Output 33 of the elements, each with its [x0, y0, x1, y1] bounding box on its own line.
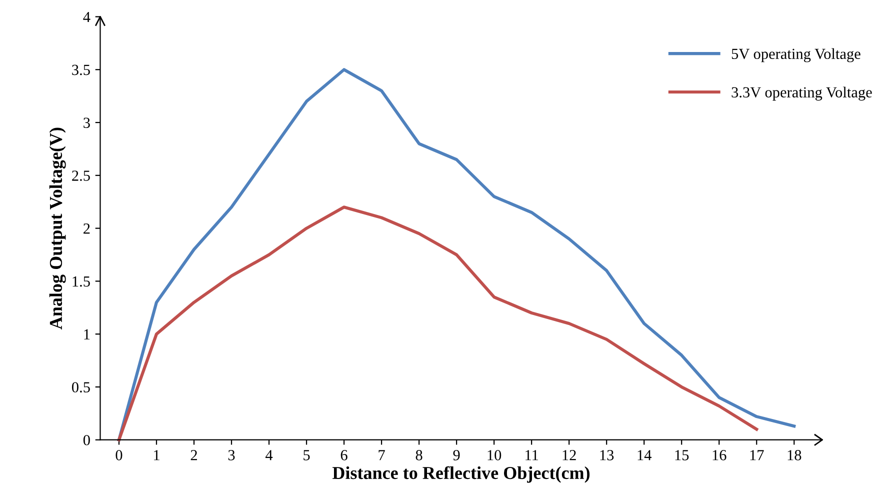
x-tick-label: 10 — [488, 450, 502, 460]
y-tick-label: 4 — [83, 12, 90, 22]
x-tick-label: 4 — [265, 450, 273, 460]
x-tick-label: 0 — [116, 450, 122, 460]
y-tick-label: 1.5 — [72, 276, 90, 287]
legend-label: 3.3V operating Voltage — [732, 86, 872, 101]
x-tick-label: 12 — [562, 450, 576, 460]
y-tick-label: 3.5 — [72, 64, 90, 76]
y-axis-title: Analog Output Voltage(V) — [49, 128, 66, 330]
x-tick-label: 3 — [228, 450, 235, 460]
x-tick-label: 7 — [378, 450, 385, 460]
x-tick-label: 2 — [190, 450, 197, 460]
x-tick-label: 9 — [453, 450, 460, 460]
x-tick-label: 14 — [638, 450, 652, 460]
y-tick-label: 0 — [83, 434, 90, 446]
x-tick-label: 8 — [416, 450, 422, 460]
x-tick-label: 11 — [526, 450, 538, 460]
legend-label: 5V operating Voltage — [732, 48, 860, 62]
x-tick-label: 5 — [304, 450, 310, 460]
y-tick-label: 2.5 — [72, 170, 90, 181]
x-tick-label: 15 — [675, 450, 689, 460]
x-tick-label: 13 — [600, 450, 614, 460]
y-tick-label: 3 — [84, 118, 90, 128]
y-tick-label: 2 — [84, 223, 90, 234]
x-axis-title: Distance to Reflective Object(cm) — [332, 466, 590, 483]
x-tick-label: 17 — [750, 450, 764, 460]
y-tick-label: 1 — [84, 329, 90, 340]
x-tick-label: 16 — [712, 450, 726, 460]
y-tick-label: 0.5 — [72, 382, 90, 392]
x-tick-label: 6 — [340, 450, 348, 460]
line-series — [117, 206, 758, 442]
x-tick-label: 18 — [788, 450, 802, 460]
x-tick-label: 1 — [154, 450, 160, 460]
